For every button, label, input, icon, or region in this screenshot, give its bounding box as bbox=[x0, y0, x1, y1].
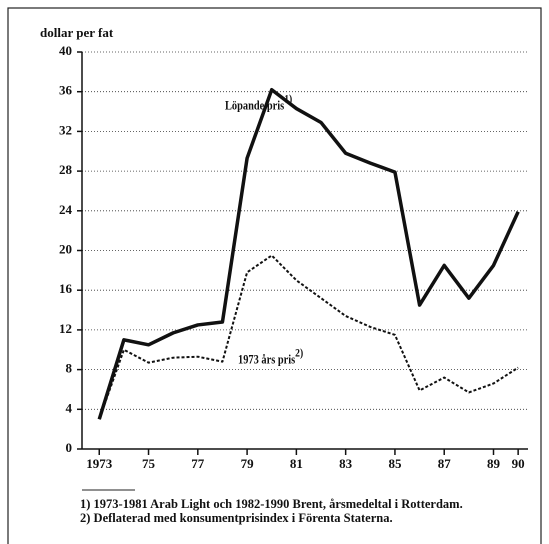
x-tick-label: 1973 bbox=[86, 456, 113, 471]
series-note-ref: 1) bbox=[284, 92, 292, 105]
footnote: 1) 1973-1981 Arab Light och 1982-1990 Br… bbox=[80, 497, 463, 511]
y-tick-label: 8 bbox=[66, 361, 73, 376]
y-tick-label: 40 bbox=[59, 43, 72, 58]
x-tick-label: 87 bbox=[438, 456, 452, 471]
x-tick-label: 85 bbox=[388, 456, 402, 471]
x-tick-label: 81 bbox=[290, 456, 303, 471]
x-tick-label: 89 bbox=[487, 456, 501, 471]
x-tick-label: 90 bbox=[512, 456, 525, 471]
frame bbox=[7, 7, 542, 544]
y-axis-label: dollar per fat bbox=[40, 25, 114, 40]
y-tick-label: 16 bbox=[59, 281, 73, 296]
y-tick-label: 20 bbox=[59, 241, 72, 256]
y-tick-label: 24 bbox=[59, 202, 73, 217]
y-tick-label: 36 bbox=[59, 83, 73, 98]
series-note-ref: 2) bbox=[295, 346, 303, 359]
y-tick-label: 28 bbox=[59, 162, 73, 177]
y-tick-label: 32 bbox=[59, 122, 72, 137]
footnote: 2) Deflaterad med konsumentprisindex i F… bbox=[80, 511, 393, 525]
series-line bbox=[97, 87, 520, 420]
x-tick-label: 83 bbox=[339, 456, 353, 471]
y-tick-label: 12 bbox=[59, 321, 72, 336]
x-tick-label: 77 bbox=[191, 456, 205, 471]
footnotes: 1) 1973-1981 Arab Light och 1982-1990 Br… bbox=[80, 497, 549, 525]
y-tick-label: 4 bbox=[66, 400, 73, 415]
series-label: Löpande pris1) bbox=[225, 92, 293, 112]
x-tick-label: 75 bbox=[142, 456, 156, 471]
series-label: 1973 års pris2) bbox=[238, 346, 304, 366]
series-name: 1973 års pris bbox=[238, 352, 296, 366]
y-tick-label: 0 bbox=[66, 440, 73, 455]
x-tick-label: 79 bbox=[241, 456, 255, 471]
series-name: Löpande pris bbox=[225, 98, 285, 112]
series-line bbox=[98, 254, 519, 420]
